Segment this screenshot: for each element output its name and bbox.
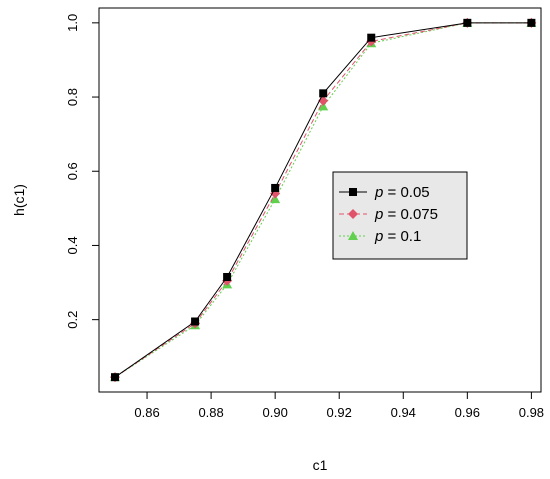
y-tick-label: 0.4 <box>65 236 80 254</box>
series-line <box>114 22 532 378</box>
y-tick-label: 1.0 <box>65 14 80 32</box>
x-axis-label: c1 <box>313 457 328 473</box>
data-point <box>111 373 120 382</box>
legend: p = 0.05 p = 0.075 p = 0.1 <box>332 171 468 260</box>
x-tick-label: 0.96 <box>455 405 480 420</box>
data-point <box>463 18 472 27</box>
legend-label: p = 0.05 <box>374 184 430 201</box>
legend-marker <box>348 231 358 240</box>
data-point <box>223 272 232 281</box>
legend-item: p = 0.1 <box>339 228 421 245</box>
legend-item: p = 0.05 <box>339 184 430 201</box>
x-tick-label: 0.88 <box>198 405 223 420</box>
legend-marker <box>348 209 358 219</box>
data-point <box>271 183 280 192</box>
x-tick-label: 0.98 <box>519 405 544 420</box>
data-point <box>270 194 281 204</box>
data-point <box>527 18 536 27</box>
series-1 <box>111 18 536 382</box>
y-axis-label: h(c1) <box>11 184 27 216</box>
series-layer <box>110 17 537 383</box>
data-point <box>367 33 376 42</box>
y-tick-label: 0.8 <box>65 88 80 106</box>
y-axis: 0.2 0.4 0.6 0.8 1.0 <box>65 14 99 329</box>
series-line <box>114 22 532 378</box>
legend-label: p = 0.075 <box>374 206 438 223</box>
data-point <box>191 317 200 326</box>
series-2 <box>110 17 537 383</box>
x-tick-label: 0.94 <box>391 405 416 420</box>
series-3 <box>110 17 537 382</box>
y-tick-label: 0.2 <box>65 311 80 329</box>
data-point <box>318 101 329 111</box>
legend-marker <box>349 188 357 196</box>
x-axis: 0.86 0.88 0.90 0.92 0.94 0.96 0.98 <box>134 392 544 420</box>
series-line <box>114 22 532 378</box>
plot-frame <box>98 7 542 393</box>
data-point <box>319 89 328 98</box>
legend-label: p = 0.1 <box>374 228 421 245</box>
x-tick-label: 0.92 <box>327 405 352 420</box>
x-tick-label: 0.86 <box>134 405 159 420</box>
x-tick-label: 0.90 <box>263 405 288 420</box>
y-tick-label: 0.6 <box>65 162 80 180</box>
legend-item: p = 0.075 <box>339 206 438 223</box>
